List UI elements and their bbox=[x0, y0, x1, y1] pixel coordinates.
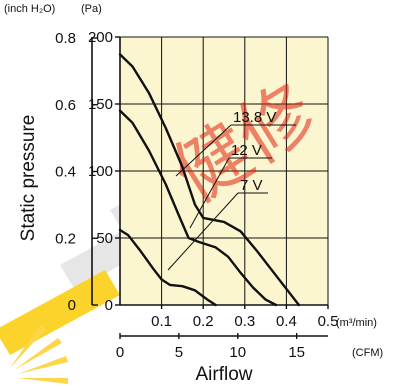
series-line-2 bbox=[118, 228, 217, 307]
inh2o-unit-label: (inch H₂O) bbox=[4, 3, 55, 15]
y-axis-title: Static pressure bbox=[18, 115, 39, 242]
cfm-tick-label: 15 bbox=[288, 344, 305, 361]
pa-tick-label: 100 bbox=[88, 163, 113, 180]
inh2o-tick-label: 0.2 bbox=[55, 230, 76, 247]
m3-tick-label: 0.3 bbox=[234, 313, 255, 330]
leader-12v bbox=[189, 157, 230, 229]
inh2o-tick-label: 0.4 bbox=[55, 164, 76, 181]
series-line-1 bbox=[118, 109, 278, 307]
label-13v8: 13.8 V bbox=[233, 109, 276, 126]
m3-tick-label: 0.5 bbox=[318, 313, 339, 330]
m3-tick-label: 0.2 bbox=[193, 313, 214, 330]
grid bbox=[120, 36, 329, 306]
inh2o-tick-label: 0.6 bbox=[55, 97, 76, 114]
series-line-0 bbox=[118, 53, 301, 307]
leader-13v8 bbox=[175, 124, 232, 177]
cfm-unit-label: (CFM) bbox=[352, 347, 383, 359]
m3-unit-label: (m³/min) bbox=[336, 317, 377, 329]
m3-axis-ticks: 0.1 0.2 0.3 0.4 0.5 bbox=[151, 305, 338, 330]
label-12v: 12 V bbox=[231, 142, 262, 159]
pa-unit-label: (Pa) bbox=[81, 3, 102, 15]
pa-tick-label: 0 bbox=[105, 297, 113, 314]
label-7v: 7 V bbox=[240, 177, 263, 194]
cfm-tick-label: 10 bbox=[229, 344, 246, 361]
cfm-tick-label: 0 bbox=[116, 344, 124, 361]
inh2o-tick-label: 0 bbox=[68, 297, 76, 314]
logo-sunburst bbox=[10, 325, 68, 384]
logo-band-yellow bbox=[0, 270, 120, 355]
pa-tick-label: 50 bbox=[96, 230, 113, 247]
inh2o-axis-ticks: 0 0.2 0.4 0.6 0.8 bbox=[55, 30, 98, 314]
curves bbox=[118, 53, 301, 307]
leader-7v bbox=[167, 192, 239, 271]
curve-labels: 13.8 V 12 V 7 V bbox=[167, 109, 296, 271]
pa-tick-label: 200 bbox=[88, 29, 113, 46]
x-axis-title: Airflow bbox=[195, 364, 252, 385]
cfm-axis-ticks: 0 5 10 15 bbox=[116, 333, 305, 361]
inh2o-tick-label: 0.8 bbox=[55, 30, 76, 47]
m3-tick-label: 0.1 bbox=[151, 313, 172, 330]
pa-axis-ticks: 0 50 100 150 200 bbox=[88, 29, 120, 314]
pa-tick-label: 150 bbox=[88, 96, 113, 113]
m3-tick-label: 0.4 bbox=[276, 313, 297, 330]
cfm-tick-label: 5 bbox=[175, 344, 183, 361]
